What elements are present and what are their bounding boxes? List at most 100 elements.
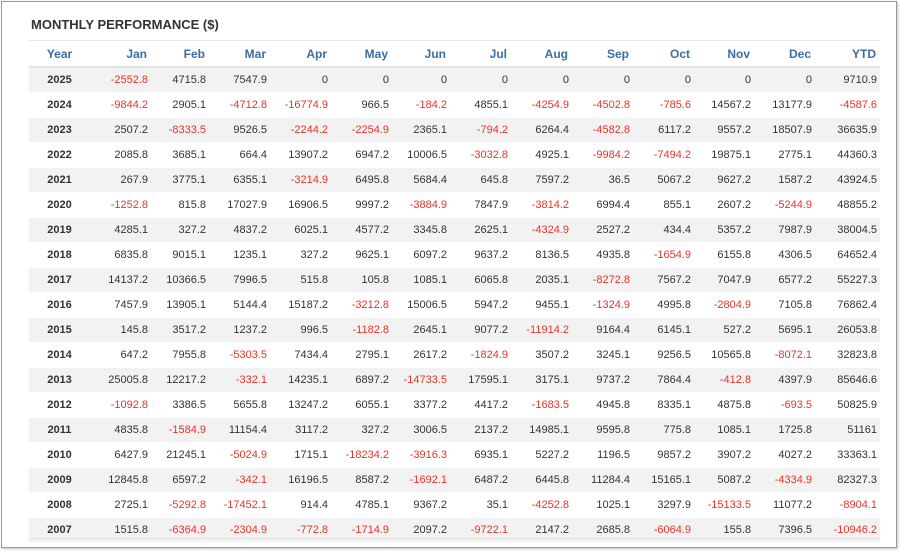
value-cell-aug: 0 bbox=[511, 67, 572, 93]
value-cell-apr: 3117.2 bbox=[270, 417, 331, 443]
column-header-feb: Feb bbox=[151, 40, 209, 68]
value-cell-aug: -11914.2 bbox=[511, 317, 572, 343]
value-cell-mar: 6355.1 bbox=[209, 167, 270, 193]
value-cell-oct: -785.6 bbox=[633, 92, 694, 118]
value-cell-apr: 914.4 bbox=[270, 492, 331, 518]
value-cell-sep: -9984.2 bbox=[572, 142, 633, 168]
value-cell-apr: -3214.9 bbox=[270, 167, 331, 193]
value-cell-sep: 36.5 bbox=[572, 167, 633, 193]
value-cell-oct: -7494.2 bbox=[633, 142, 694, 168]
year-cell: 2013 bbox=[29, 367, 90, 393]
column-header-year: Year bbox=[29, 40, 90, 68]
value-cell-jun: -1692.1 bbox=[392, 467, 450, 493]
value-cell-may: 2795.1 bbox=[331, 342, 392, 368]
value-cell-sep: 9164.4 bbox=[572, 317, 633, 343]
value-cell-apr: 515.8 bbox=[270, 267, 331, 293]
value-cell-feb: 3685.1 bbox=[151, 142, 209, 168]
value-cell-apr: -16774.9 bbox=[270, 92, 331, 118]
value-cell-jun: 3377.2 bbox=[392, 392, 450, 418]
value-cell-may: 4785.1 bbox=[331, 492, 392, 518]
year-cell: 2020 bbox=[29, 192, 90, 218]
value-cell-apr: 16196.5 bbox=[270, 467, 331, 493]
value-cell-dec: 7105.8 bbox=[754, 292, 815, 318]
value-cell-dec: 4397.9 bbox=[754, 367, 815, 393]
value-cell-may: 9625.1 bbox=[331, 242, 392, 268]
value-cell-sep: 1196.5 bbox=[572, 442, 633, 468]
table-row: 2016 7457.9 13905.1 5144.4 15187.2 -3212.8 150… bbox=[29, 292, 880, 318]
value-cell-may: -3212.8 bbox=[331, 292, 392, 318]
year-cell: 2010 bbox=[29, 442, 90, 468]
value-cell-dec: -5244.9 bbox=[754, 192, 815, 218]
value-cell-apr: 16906.5 bbox=[270, 192, 331, 218]
value-cell-dec: 6577.2 bbox=[754, 267, 815, 293]
value-cell-feb: 327.2 bbox=[151, 217, 209, 243]
value-cell-jun: -184.2 bbox=[392, 92, 450, 118]
value-cell-apr: 7434.4 bbox=[270, 342, 331, 368]
value-cell-ytd: 76862.4 bbox=[815, 292, 880, 318]
year-cell: 2025 bbox=[29, 67, 90, 93]
table-row: 2018 6835.8 9015.1 1235.1 327.2 9625.1 6097.2 9… bbox=[29, 242, 880, 268]
value-cell-nov: 4875.8 bbox=[694, 392, 754, 418]
table-row: 2012 -1092.8 3386.5 5655.8 13247.2 6055.1 3377… bbox=[29, 392, 880, 418]
value-cell-nov: -15133.5 bbox=[694, 492, 754, 518]
value-cell-mar: -4712.8 bbox=[209, 92, 270, 118]
value-cell-jan: 4285.1 bbox=[90, 217, 151, 243]
year-cell: 2015 bbox=[29, 317, 90, 343]
value-cell-ytd: 82327.3 bbox=[815, 467, 880, 493]
value-cell-sep: 2527.2 bbox=[572, 217, 633, 243]
value-cell-sep: 3245.1 bbox=[572, 342, 633, 368]
value-cell-may: 6055.1 bbox=[331, 392, 392, 418]
value-cell-nov: -2804.9 bbox=[694, 292, 754, 318]
table-row: 2025 -2552.8 4715.8 7547.9 0 0 0 0 0 0 0 0 0 9710.9 bbox=[29, 67, 880, 93]
value-cell-nov: 527.2 bbox=[694, 317, 754, 343]
value-cell-jun: 2645.1 bbox=[392, 317, 450, 343]
table-row: 2010 6427.9 21245.1 -5024.9 1715.1 -18234.2 -3… bbox=[29, 442, 880, 468]
value-cell-jan: -1252.8 bbox=[90, 192, 151, 218]
value-cell-may: 6495.8 bbox=[331, 167, 392, 193]
value-cell-may: 105.8 bbox=[331, 267, 392, 293]
value-cell-mar: 17027.9 bbox=[209, 192, 270, 218]
value-cell-dec: 4306.5 bbox=[754, 242, 815, 268]
value-cell-jun: 3345.8 bbox=[392, 217, 450, 243]
value-cell-feb: 6597.2 bbox=[151, 467, 209, 493]
value-cell-sep: -8272.8 bbox=[572, 267, 633, 293]
value-cell-ytd: -4587.6 bbox=[815, 92, 880, 118]
value-cell-mar: 1235.1 bbox=[209, 242, 270, 268]
table-row: 2014 647.2 7955.8 -5303.5 7434.4 2795.1 2617.2… bbox=[29, 342, 880, 368]
value-cell-ytd: 32823.8 bbox=[815, 342, 880, 368]
value-cell-mar: -5024.9 bbox=[209, 442, 270, 468]
table-body: 2025 -2552.8 4715.8 7547.9 0 0 0 0 0 0 0 0 0 9710.9 20… bbox=[29, 67, 880, 543]
column-header-jan: Jan bbox=[90, 40, 151, 68]
value-cell-aug: -3814.2 bbox=[511, 192, 572, 218]
value-cell-oct: 4995.8 bbox=[633, 292, 694, 318]
value-cell-jun: 1085.1 bbox=[392, 267, 450, 293]
value-cell-jan: 647.2 bbox=[90, 342, 151, 368]
value-cell-sep: -4502.8 bbox=[572, 92, 633, 118]
value-cell-ytd: 51161 bbox=[815, 417, 880, 443]
value-cell-sep: 9595.8 bbox=[572, 417, 633, 443]
value-cell-jun: -3916.3 bbox=[392, 442, 450, 468]
value-cell-jun: 15006.5 bbox=[392, 292, 450, 318]
year-cell: 2012 bbox=[29, 392, 90, 418]
value-cell-feb: 3775.1 bbox=[151, 167, 209, 193]
value-cell-jun: -3884.9 bbox=[392, 192, 450, 218]
column-header-sep: Sep bbox=[572, 40, 633, 68]
value-cell-apr: 13907.2 bbox=[270, 142, 331, 168]
value-cell-feb: -8333.5 bbox=[151, 117, 209, 143]
value-cell-ytd: -8904.1 bbox=[815, 492, 880, 518]
value-cell-oct: 7864.4 bbox=[633, 367, 694, 393]
value-cell-jan: 6835.8 bbox=[90, 242, 151, 268]
value-cell-aug: 3507.2 bbox=[511, 342, 572, 368]
table-bottom-divider bbox=[29, 538, 880, 539]
panel-title: MONTHLY PERFORMANCE ($) bbox=[31, 17, 219, 32]
value-cell-oct: 9256.5 bbox=[633, 342, 694, 368]
value-cell-sep: -4582.8 bbox=[572, 117, 633, 143]
value-cell-aug: -4324.9 bbox=[511, 217, 572, 243]
value-cell-jun: 10006.5 bbox=[392, 142, 450, 168]
value-cell-feb: 12217.2 bbox=[151, 367, 209, 393]
value-cell-nov: 6155.8 bbox=[694, 242, 754, 268]
value-cell-feb: 10366.5 bbox=[151, 267, 209, 293]
value-cell-feb: 9015.1 bbox=[151, 242, 209, 268]
value-cell-jun: 5684.4 bbox=[392, 167, 450, 193]
year-cell: 2021 bbox=[29, 167, 90, 193]
